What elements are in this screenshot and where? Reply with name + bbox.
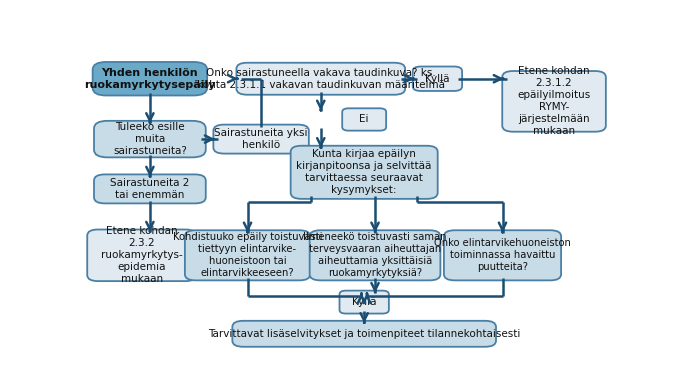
Text: Kyllä: Kyllä xyxy=(425,74,449,84)
Text: Onko elintarvikehuoneiston
toiminnassa havaittu
puutteita?: Onko elintarvikehuoneiston toiminnassa h… xyxy=(434,238,571,272)
FancyBboxPatch shape xyxy=(214,125,309,154)
Text: Yhden henkilön
ruokamyrkytysepäily: Yhden henkilön ruokamyrkytysepäily xyxy=(84,68,216,90)
FancyBboxPatch shape xyxy=(94,121,206,157)
Text: Onko sairastuneella vakava taudinkuva? ks.
kohta 2.3.1.1 vakavan taudinkuvan mää: Onko sairastuneella vakava taudinkuva? k… xyxy=(197,68,444,90)
Text: Sairastuneita 2
tai enemmän: Sairastuneita 2 tai enemmän xyxy=(110,178,190,200)
FancyBboxPatch shape xyxy=(185,230,310,280)
Text: Kunta kirjaa epäilyn
kirjanpitoonsa ja selvittää
tarvittaessa seuraavat
kysymyks: Kunta kirjaa epäilyn kirjanpitoonsa ja s… xyxy=(297,149,432,195)
FancyBboxPatch shape xyxy=(237,63,405,95)
FancyBboxPatch shape xyxy=(413,67,462,91)
Text: Tarvittavat lisäselvitykset ja toimenpiteet tilannekohtaisesti: Tarvittavat lisäselvitykset ja toimenpit… xyxy=(208,329,520,339)
FancyBboxPatch shape xyxy=(92,62,207,96)
Text: Ilmeneekö toistuvasti saman
terveysvaaran aiheuttajan
aiheuttamia yksittäisiä
ru: Ilmeneekö toistuvasti saman terveysvaara… xyxy=(303,232,447,278)
Text: Kohdistuuko epäily toistuvasti
tiettyyn elintarvike-
huoneistoon tai
elintarvikk: Kohdistuuko epäily toistuvasti tiettyyn … xyxy=(173,232,322,278)
FancyBboxPatch shape xyxy=(444,230,561,280)
Text: Etene kohdan
2.3.2
ruokamyrkytys-
epidemia
mukaan: Etene kohdan 2.3.2 ruokamyrkytys- epidem… xyxy=(101,226,183,284)
Text: Ei: Ei xyxy=(359,114,369,125)
FancyBboxPatch shape xyxy=(309,230,440,280)
FancyBboxPatch shape xyxy=(232,321,496,347)
FancyBboxPatch shape xyxy=(290,146,438,199)
FancyBboxPatch shape xyxy=(502,71,606,132)
Text: Sairastuneita yksi
henkilö: Sairastuneita yksi henkilö xyxy=(214,128,308,150)
Text: Etene kohdan
2.3.1.2
epäilyilmoitus
RYMY-
järjestelmään
mukaan: Etene kohdan 2.3.1.2 epäilyilmoitus RYMY… xyxy=(517,66,591,136)
FancyBboxPatch shape xyxy=(342,108,386,131)
FancyBboxPatch shape xyxy=(94,174,206,203)
Text: Tuleeko esille
muita
sairastuneita?: Tuleeko esille muita sairastuneita? xyxy=(113,122,187,156)
FancyBboxPatch shape xyxy=(88,229,196,281)
FancyBboxPatch shape xyxy=(340,290,389,314)
Text: Kyllä: Kyllä xyxy=(352,297,377,307)
